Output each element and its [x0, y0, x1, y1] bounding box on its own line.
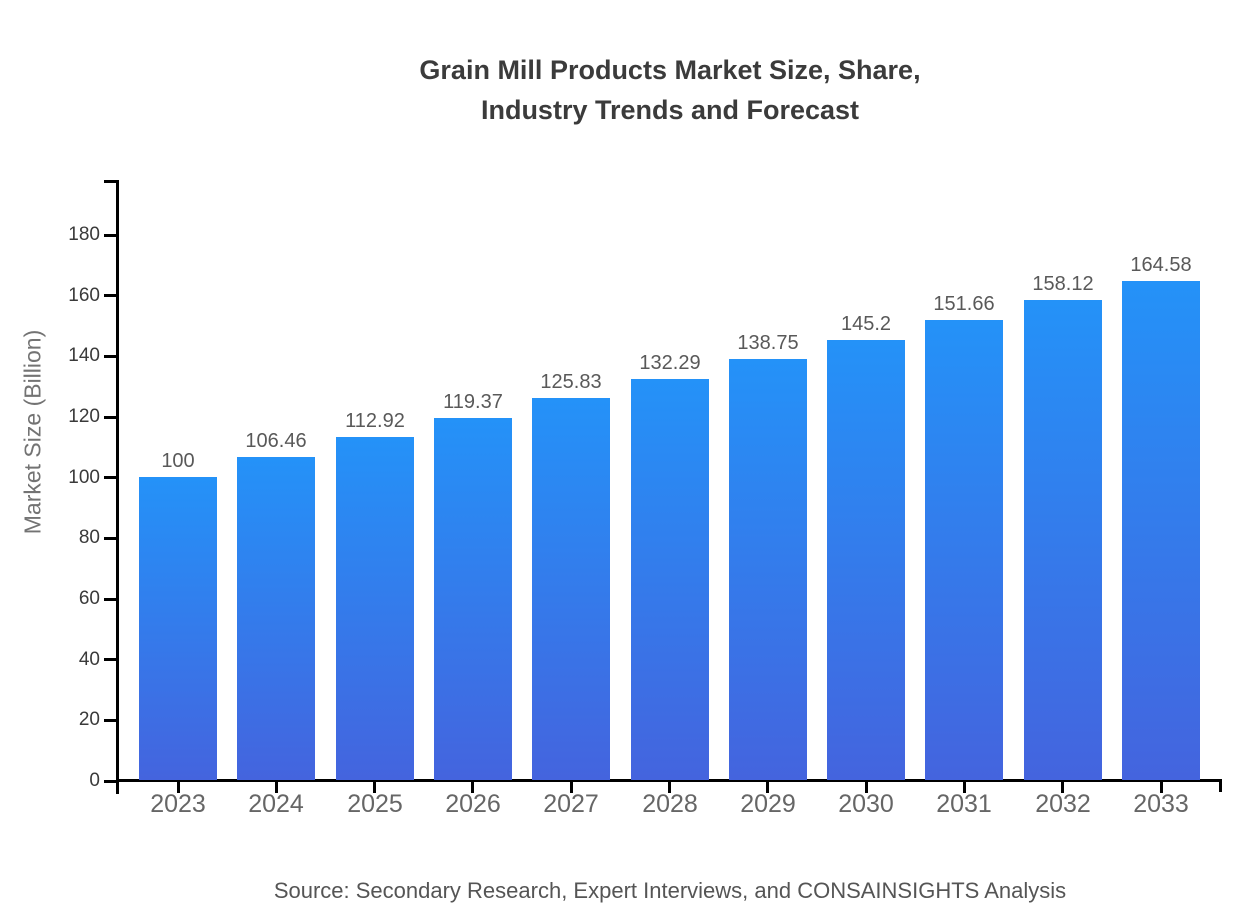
- y-axis-end-cap: [104, 180, 118, 183]
- x-tick-mark: [275, 780, 278, 793]
- x-axis-end-cap: [1219, 779, 1222, 792]
- x-tick-label: 2023: [150, 790, 206, 818]
- bar-value-label: 106.46: [245, 430, 307, 452]
- chart-title: Grain Mill Products Market Size, Share, …: [80, 50, 1260, 130]
- x-tick-label: 2028: [642, 790, 698, 818]
- x-tick-mark: [177, 780, 180, 793]
- bar-2023: [139, 477, 217, 780]
- x-tick-mark: [668, 780, 671, 793]
- x-tick-mark: [471, 780, 474, 793]
- bar-2027: [532, 398, 610, 780]
- x-tick-mark: [865, 780, 868, 793]
- bar-2032: [1024, 300, 1102, 780]
- bar-value-label: 119.37: [443, 391, 503, 413]
- y-tick-mark: [104, 234, 118, 237]
- bar-2026: [434, 418, 512, 780]
- source-note: Source: Secondary Research, Expert Inter…: [273, 878, 1067, 903]
- y-tick-mark: [104, 780, 118, 783]
- x-tick-mark: [1061, 780, 1064, 793]
- y-tick-mark: [104, 658, 118, 661]
- bar-value-label: 145.2: [840, 313, 892, 335]
- y-tick-mark: [104, 416, 118, 419]
- y-tick-label: 160: [68, 285, 100, 306]
- x-tick-label: 2030: [838, 790, 894, 818]
- y-tick-label: 40: [78, 649, 100, 670]
- chart-title-line1: Grain Mill Products Market Size, Share,: [419, 55, 921, 85]
- y-tick-mark: [104, 294, 118, 297]
- x-tick-label: 2029: [740, 790, 796, 818]
- x-tick-mark: [373, 780, 376, 793]
- y-tick-label: 140: [68, 345, 100, 366]
- x-tick-label: 2032: [1035, 790, 1091, 818]
- x-tick-label: 2033: [1133, 790, 1189, 818]
- x-tick-mark: [570, 780, 573, 793]
- bar-2024: [237, 457, 315, 780]
- y-axis-line: [116, 180, 119, 794]
- bar-value-label: 125.83: [540, 371, 602, 393]
- y-tick-label: 120: [68, 406, 100, 427]
- x-tick-label: 2025: [347, 790, 403, 818]
- x-tick-mark: [963, 780, 966, 793]
- bar-2029: [729, 359, 807, 780]
- bar-value-label: 100: [161, 450, 195, 472]
- bar-value-label: 164.58: [1130, 254, 1192, 276]
- x-tick-label: 2031: [936, 790, 992, 818]
- bar-value-label: 132.29: [639, 352, 701, 374]
- x-tick-label: 2026: [445, 790, 501, 818]
- x-tick-label: 2027: [543, 790, 599, 818]
- chart-title-line2: Industry Trends and Forecast: [480, 95, 860, 125]
- y-tick-mark: [104, 598, 118, 601]
- bar-2033: [1122, 281, 1200, 780]
- y-tick-mark: [104, 537, 118, 540]
- bar-2028: [631, 379, 709, 780]
- x-tick-mark: [766, 780, 769, 793]
- y-tick-label: 60: [78, 588, 100, 609]
- bar-value-label: 151.66: [933, 293, 995, 315]
- y-tick-label: 180: [68, 224, 100, 245]
- y-tick-label: 20: [78, 709, 100, 730]
- y-tick-mark: [104, 719, 118, 722]
- y-tick-label: 100: [68, 467, 100, 488]
- y-tick-mark: [104, 355, 118, 358]
- bar-value-label: 158.12: [1032, 273, 1094, 295]
- x-tick-label: 2024: [248, 790, 304, 818]
- y-tick-label: 0: [89, 770, 100, 791]
- bar-value-label: 138.75: [737, 332, 799, 354]
- bar-2025: [336, 437, 414, 780]
- bar-value-label: 112.92: [345, 410, 405, 432]
- x-tick-mark: [1160, 780, 1163, 793]
- bar-2031: [925, 320, 1003, 780]
- y-tick-mark: [104, 476, 118, 479]
- bar-2030: [827, 340, 905, 780]
- y-tick-label: 80: [78, 527, 100, 548]
